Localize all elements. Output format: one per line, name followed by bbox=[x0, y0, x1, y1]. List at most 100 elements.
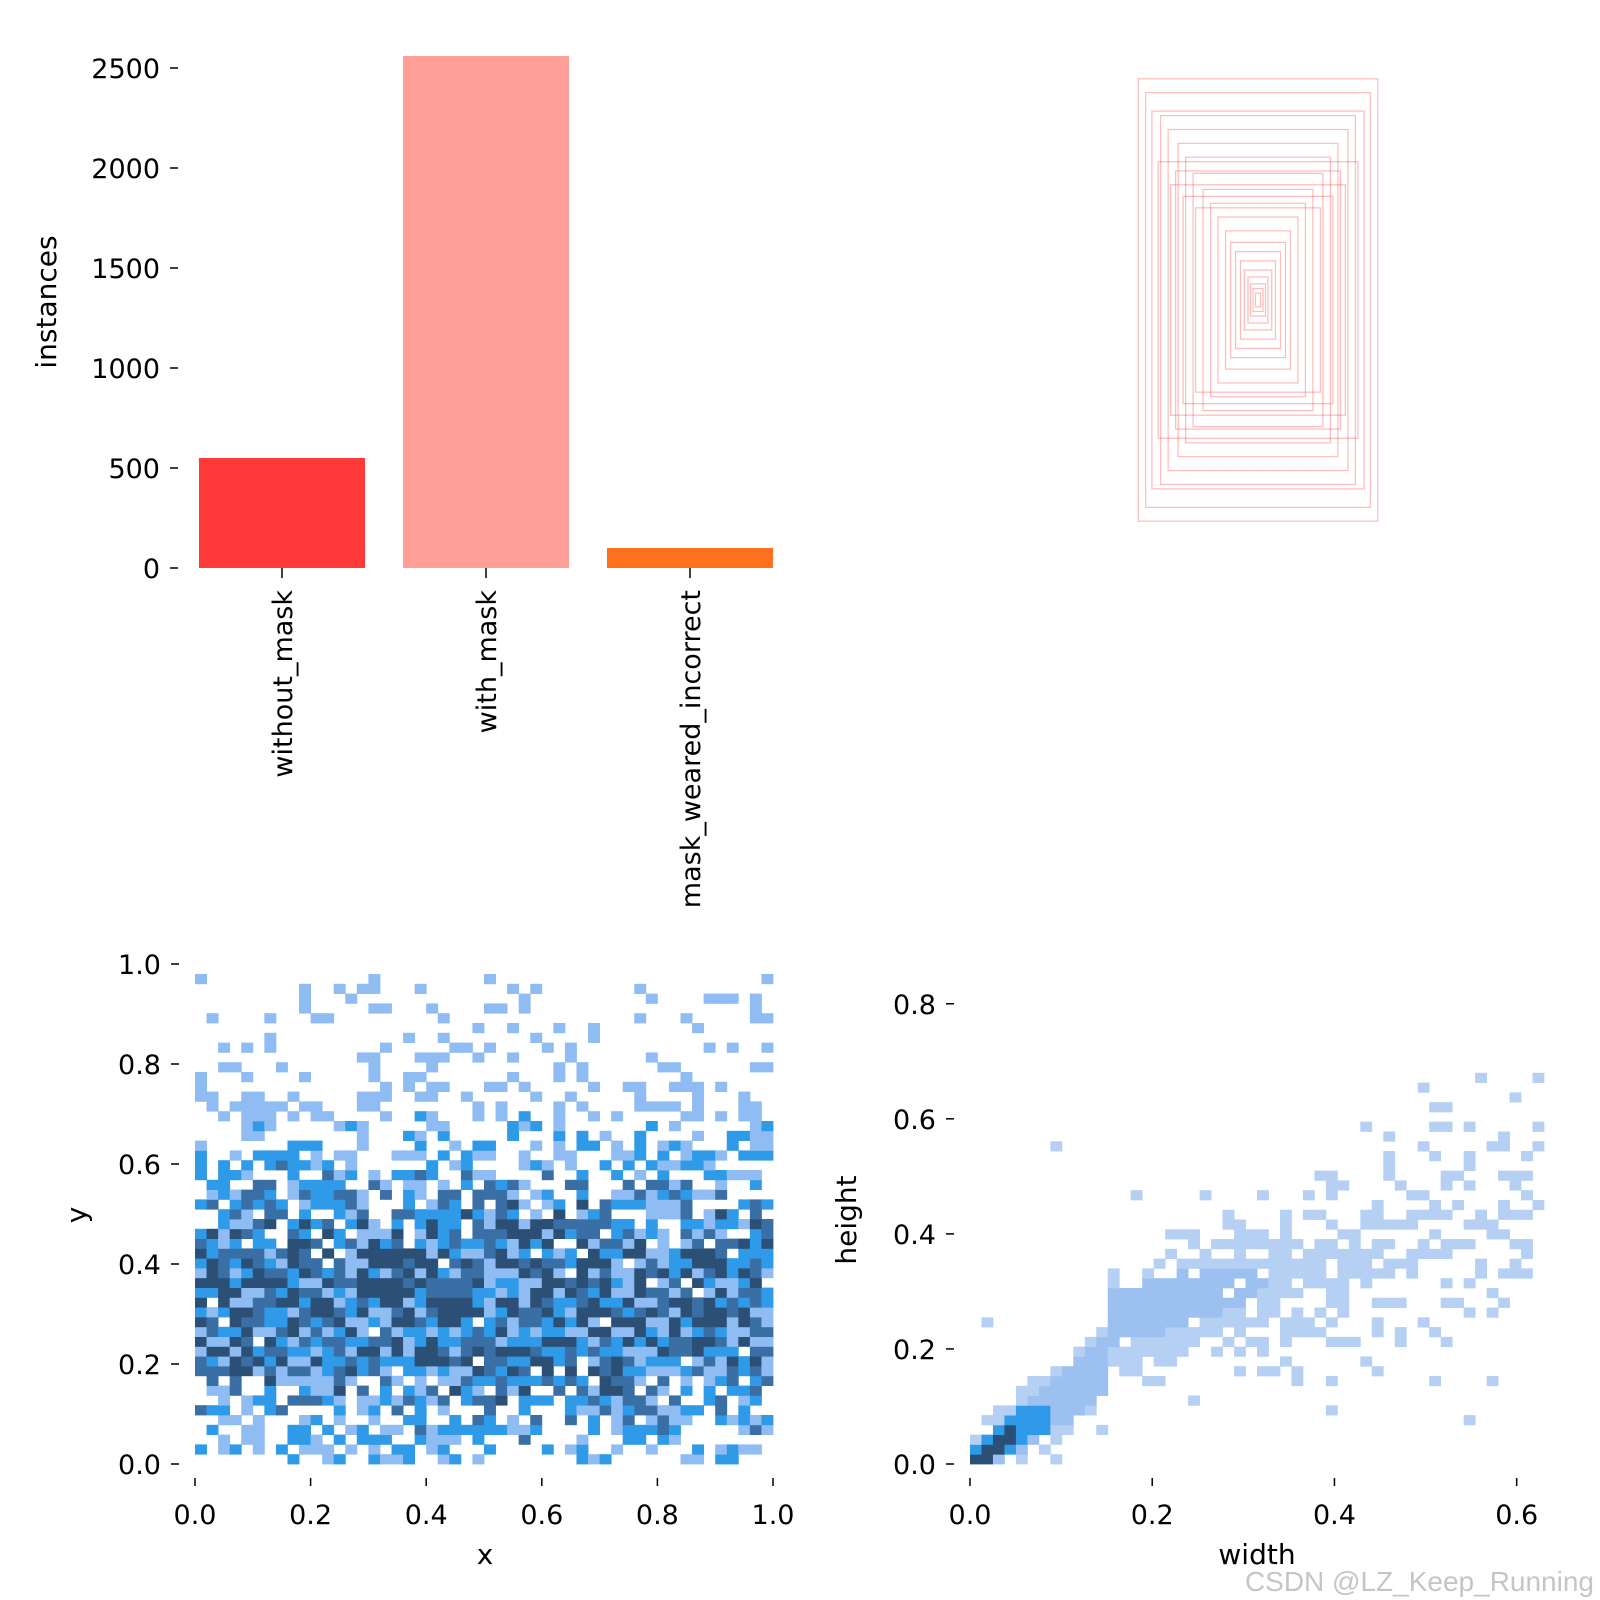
heatmap-cell bbox=[507, 1307, 520, 1318]
heatmap-cell bbox=[345, 1375, 358, 1386]
heatmap-cell bbox=[414, 1385, 427, 1396]
heatmap-cell bbox=[287, 1189, 300, 1200]
heatmap-cell bbox=[518, 1307, 531, 1318]
heatmap-cell bbox=[403, 1366, 416, 1377]
heatmap-cell bbox=[1130, 1307, 1143, 1318]
heatmap-cell bbox=[749, 1199, 762, 1210]
heatmap-cell bbox=[322, 1356, 335, 1367]
heatmap-cell bbox=[252, 1356, 265, 1367]
heatmap-cell bbox=[1268, 1307, 1281, 1318]
heatmap-cell bbox=[738, 1091, 751, 1102]
heatmap-cell bbox=[1015, 1424, 1028, 1436]
heatmap-cell bbox=[1165, 1307, 1178, 1318]
heatmap-cell bbox=[1153, 1327, 1166, 1338]
heatmap-cell bbox=[507, 1052, 520, 1063]
heatmap-cell bbox=[657, 1356, 670, 1367]
heatmap-cell bbox=[726, 1297, 739, 1308]
heatmap-cell bbox=[541, 1326, 554, 1337]
heatmap-cell bbox=[1279, 1317, 1292, 1328]
heatmap-cell bbox=[206, 1356, 219, 1367]
heatmap-cell bbox=[345, 1444, 358, 1455]
heatmap-cell bbox=[1463, 1160, 1476, 1171]
heatmap-cell bbox=[460, 1385, 473, 1396]
heatmap-cell bbox=[1463, 1219, 1476, 1230]
heatmap-cell bbox=[437, 1130, 450, 1141]
heatmap-cell bbox=[564, 1091, 577, 1102]
heatmap-cell bbox=[530, 1258, 543, 1269]
heatmap-cell bbox=[668, 1277, 681, 1288]
heatmap-cell bbox=[1130, 1327, 1143, 1338]
heatmap-cell bbox=[692, 1228, 705, 1239]
heatmap-cell bbox=[1245, 1268, 1258, 1279]
heatmap-cell bbox=[472, 1385, 485, 1396]
heatmap-cell bbox=[1314, 1278, 1327, 1289]
heatmap-cell bbox=[460, 1248, 473, 1259]
heatmap-cell bbox=[518, 1366, 531, 1377]
heatmap-cell bbox=[368, 1228, 381, 1239]
heatmap-cell bbox=[668, 1062, 681, 1073]
heatmap-cell bbox=[195, 1326, 207, 1337]
heatmap-cell bbox=[414, 1150, 427, 1161]
heatmap-cell bbox=[264, 1189, 277, 1200]
heatmap-cell bbox=[507, 1023, 520, 1034]
heatmap-cell bbox=[541, 1248, 554, 1259]
heatmap-cell bbox=[333, 983, 346, 994]
heatmap-cell bbox=[403, 1032, 416, 1043]
heatmap-cell bbox=[460, 1366, 473, 1377]
heatmap-cell bbox=[356, 1052, 369, 1063]
heatmap-cell bbox=[1165, 1248, 1178, 1260]
heatmap-cell bbox=[1130, 1287, 1143, 1299]
heatmap-cell bbox=[1234, 1268, 1246, 1279]
heatmap-cell bbox=[1521, 1268, 1533, 1279]
heatmap-cell bbox=[1050, 1415, 1063, 1426]
heatmap-cell bbox=[368, 1052, 381, 1063]
heatmap-cell bbox=[1257, 1239, 1269, 1250]
heatmap-cell bbox=[1383, 1160, 1396, 1171]
heatmap-cell bbox=[1130, 1366, 1143, 1377]
heatmap-cell bbox=[241, 1287, 254, 1298]
heatmap-cell bbox=[460, 1150, 473, 1161]
heatmap-cell bbox=[738, 1287, 751, 1298]
heatmap-cell bbox=[299, 1444, 311, 1455]
heatmap-cell bbox=[703, 1366, 716, 1377]
heatmap-cell bbox=[1245, 1239, 1258, 1250]
heatmap-cell bbox=[495, 1366, 508, 1377]
heatmap-cell bbox=[1302, 1278, 1315, 1289]
heatmap-cell bbox=[738, 1238, 751, 1249]
heatmap-cell bbox=[206, 1091, 219, 1102]
heatmap-cell bbox=[495, 1385, 508, 1396]
heatmap-cell bbox=[715, 1277, 728, 1288]
heatmap-cell bbox=[403, 1268, 416, 1279]
heatmap-cell bbox=[1257, 1287, 1269, 1299]
heatmap-cell bbox=[588, 1326, 600, 1337]
heatmap-cell bbox=[1417, 1141, 1430, 1152]
heatmap-cell bbox=[738, 1101, 751, 1112]
heatmap-cell bbox=[749, 1209, 762, 1220]
heatmap-cell bbox=[1532, 1072, 1545, 1083]
heatmap-cell bbox=[588, 1023, 600, 1034]
heatmap-cell bbox=[1302, 1317, 1315, 1328]
heatmap-cell bbox=[356, 1091, 369, 1102]
heatmap-cell bbox=[322, 1228, 335, 1239]
heatmap-cell bbox=[241, 1170, 254, 1181]
heatmap-cell bbox=[333, 1170, 346, 1181]
heatmap-cell bbox=[749, 1336, 762, 1347]
bounding-box bbox=[1202, 188, 1314, 412]
heatmap-cell bbox=[553, 1297, 566, 1308]
heatmap-cell bbox=[484, 1081, 496, 1092]
heatmap-cell bbox=[264, 1121, 277, 1132]
heatmap-cell bbox=[518, 1199, 531, 1210]
heatmap-cell bbox=[252, 1179, 265, 1190]
heatmap-cell bbox=[1073, 1375, 1086, 1387]
heatmap-cell bbox=[195, 1160, 207, 1171]
heatmap-cell bbox=[588, 1258, 600, 1269]
heatmap-cell bbox=[1509, 1170, 1522, 1181]
heatmap-cell bbox=[1429, 1229, 1442, 1240]
heatmap-cell bbox=[564, 1415, 577, 1426]
heatmap-cell bbox=[484, 1209, 496, 1220]
heatmap-cell bbox=[252, 1248, 265, 1259]
heatmap-cell bbox=[484, 1297, 496, 1308]
heatmap-cell bbox=[703, 1150, 716, 1161]
heatmap-cell bbox=[622, 1150, 635, 1161]
heatmap-cell bbox=[195, 1297, 207, 1308]
